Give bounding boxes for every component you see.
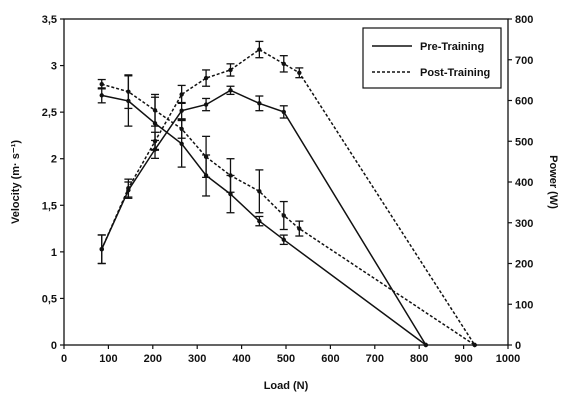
x-tick-label: 0: [61, 353, 67, 365]
y-left-tick-label: 2,5: [42, 107, 57, 119]
x-tick-label: 600: [321, 353, 339, 365]
data-point: [281, 109, 286, 115]
data-point: [472, 342, 477, 348]
series-post-training-power: [97, 40, 477, 348]
data-point: [179, 141, 184, 147]
data-point: [179, 92, 184, 97]
data-point: [228, 67, 233, 73]
data-point: [152, 108, 158, 113]
data-point: [228, 88, 233, 93]
data-point: [281, 237, 286, 242]
y-right-tick-label: 800: [515, 14, 533, 26]
data-point: [423, 342, 429, 348]
legend-box: [362, 27, 502, 89]
data-point: [203, 102, 209, 107]
y-right-tick-label: 300: [515, 218, 533, 230]
y-right-tick-label: 400: [515, 177, 533, 189]
x-tick-label: 800: [410, 353, 428, 365]
data-point: [297, 226, 302, 231]
x-tick-label: 400: [232, 353, 250, 365]
y-right-tick-label: 700: [515, 55, 533, 67]
data-point: [228, 173, 233, 178]
data-point: [179, 126, 184, 132]
series-pre-training-velocity: [97, 75, 429, 348]
y-right-tick-label: 0: [515, 340, 521, 352]
data-point: [281, 213, 286, 218]
y-left-tick-label: 3: [51, 61, 57, 73]
y-right-tick-label: 200: [515, 259, 533, 271]
y-axis-left-title: Velocity (m· s⁻¹): [10, 140, 22, 224]
y-left-tick-label: 0: [51, 340, 57, 352]
y-axis-right-title: Power (W): [547, 155, 559, 209]
y-left-tick-label: 1,5: [42, 200, 57, 212]
data-point: [99, 82, 104, 87]
data-point: [152, 139, 158, 144]
data-point: [228, 191, 233, 197]
data-point: [203, 154, 209, 160]
x-tick-label: 700: [366, 353, 384, 365]
x-tick-label: 1000: [496, 353, 520, 365]
y-left-tick-label: 3,5: [42, 14, 57, 26]
data-point: [126, 89, 131, 94]
x-tick-label: 200: [144, 353, 162, 365]
data-point: [203, 75, 209, 81]
axes: 0 100 200 300 400 500 600 700 800 900 100000,511,5…: [42, 14, 534, 365]
data-point: [281, 61, 286, 67]
y-right-tick-label: 600: [515, 96, 533, 108]
legend-label-post-training: Post-Training: [420, 67, 490, 79]
data-point: [257, 218, 262, 224]
data-point: [99, 247, 104, 252]
x-axis-title: Load (N): [264, 380, 309, 392]
data-point: [126, 185, 131, 191]
y-left-tick-label: 0,5: [42, 293, 57, 305]
y-left-tick-label: 1: [51, 247, 57, 259]
x-tick-label: 300: [188, 353, 206, 365]
series-layer: [97, 40, 477, 348]
y-left-tick-label: 2: [51, 154, 57, 166]
data-point: [297, 70, 302, 75]
y-right-tick-label: 500: [515, 136, 533, 148]
data-point: [257, 47, 262, 52]
series-line-post-training-velocity: [101, 83, 476, 346]
data-point: [99, 93, 104, 98]
x-tick-label: 100: [99, 353, 117, 365]
x-tick-label: 500: [277, 353, 295, 365]
x-tick-label: 900: [454, 353, 472, 365]
y-right-tick-label: 100: [515, 299, 533, 311]
series-line-pre-training-velocity: [101, 94, 427, 346]
data-point: [179, 108, 184, 113]
series-line-pre-training-power: [101, 89, 427, 346]
data-point: [257, 101, 262, 106]
legend: Pre-Training Post-Training: [362, 27, 502, 89]
legend-label-pre-training: Pre-Training: [420, 41, 484, 53]
series-post-training-velocity: [97, 74, 477, 348]
series-line-post-training-power: [101, 48, 476, 346]
data-point: [257, 189, 262, 194]
